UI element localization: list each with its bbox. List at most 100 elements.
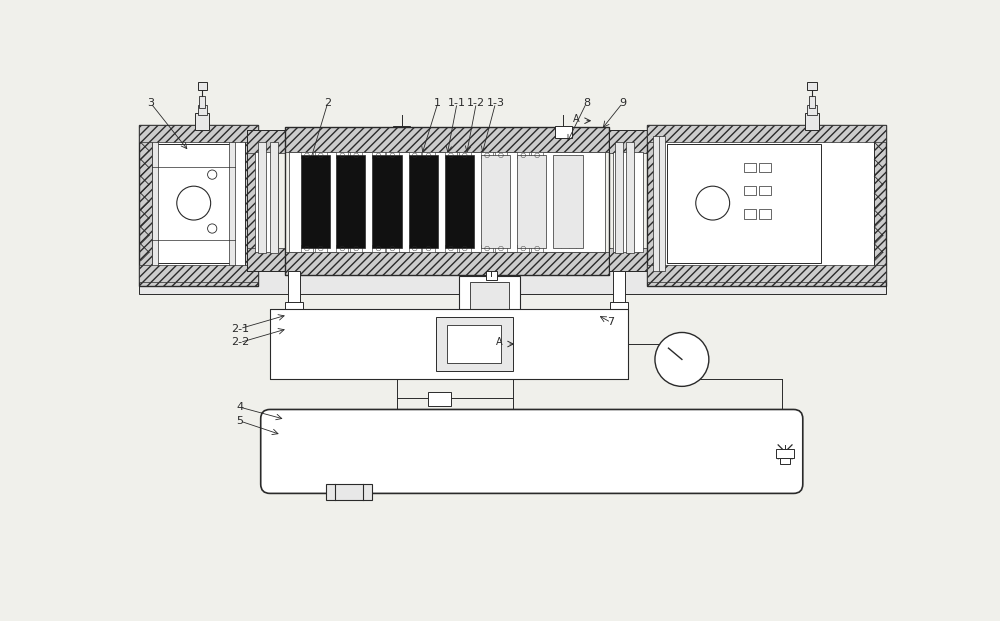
Bar [659, 136, 665, 271]
Bar [422, 245, 435, 252]
Bar [285, 252, 609, 274]
Bar [229, 136, 235, 271]
Bar [517, 245, 529, 252]
Bar [647, 266, 886, 283]
Bar [336, 152, 348, 158]
Bar [336, 245, 348, 252]
Bar [744, 163, 756, 172]
Bar [805, 113, 819, 130]
Bar [445, 152, 457, 158]
Bar [647, 125, 886, 286]
Bar [270, 309, 628, 379]
Text: 1: 1 [434, 98, 441, 108]
Bar [481, 152, 493, 158]
Bar [555, 126, 572, 138]
Bar [486, 271, 497, 280]
Bar [289, 152, 605, 252]
Bar [247, 130, 285, 271]
Bar [386, 245, 399, 252]
Bar [139, 266, 258, 283]
Bar [531, 152, 543, 158]
Bar [609, 130, 647, 153]
FancyBboxPatch shape [261, 409, 803, 494]
Bar [139, 125, 258, 142]
Bar [531, 245, 543, 252]
Bar [152, 136, 245, 271]
Circle shape [655, 332, 709, 386]
Bar [372, 152, 385, 158]
Bar [609, 248, 647, 271]
Bar [422, 152, 435, 158]
Bar [613, 152, 643, 252]
Bar [647, 125, 886, 286]
Text: 7: 7 [607, 317, 615, 327]
Bar [139, 271, 886, 294]
Bar [285, 127, 609, 274]
Bar [247, 130, 285, 153]
Bar [481, 155, 510, 248]
Bar [807, 82, 817, 90]
Bar [350, 245, 362, 252]
Bar [759, 209, 771, 219]
Bar [447, 325, 501, 363]
Bar [198, 82, 207, 90]
Bar [255, 152, 278, 252]
Bar [780, 458, 790, 464]
Text: 8: 8 [583, 98, 590, 108]
Bar [301, 155, 330, 248]
Text: 2-2: 2-2 [231, 337, 249, 348]
Bar [459, 276, 520, 319]
Bar [659, 136, 874, 271]
Bar [445, 245, 457, 252]
Bar [139, 125, 258, 286]
Bar [409, 152, 421, 158]
Bar [809, 96, 815, 107]
Text: 5: 5 [236, 416, 243, 426]
Bar [553, 155, 583, 248]
Bar [199, 96, 205, 107]
Bar [445, 155, 474, 248]
Bar [247, 248, 285, 271]
Bar [195, 113, 209, 130]
Bar [285, 302, 303, 312]
Text: 2: 2 [324, 98, 331, 108]
Bar [285, 127, 609, 152]
Bar [759, 186, 771, 196]
Bar [495, 152, 507, 158]
Bar [315, 152, 327, 158]
Bar [139, 125, 258, 286]
Bar [613, 271, 625, 309]
Bar [372, 155, 402, 248]
Bar [409, 155, 438, 248]
Bar [653, 136, 660, 271]
Bar [744, 209, 756, 219]
Bar [459, 245, 471, 252]
Bar [481, 245, 493, 252]
Bar [776, 449, 794, 458]
Bar [386, 152, 399, 158]
Bar [393, 126, 410, 138]
Bar [610, 302, 628, 312]
Bar [615, 142, 623, 253]
Bar [288, 271, 300, 309]
Bar [350, 152, 362, 158]
Bar [666, 144, 820, 263]
Text: 3: 3 [147, 98, 154, 108]
Bar [336, 155, 365, 248]
Bar [495, 245, 507, 252]
Bar [157, 144, 230, 263]
Bar [626, 142, 634, 253]
Text: A: A [573, 114, 580, 124]
Text: 2-1: 2-1 [231, 324, 249, 333]
Bar [409, 245, 421, 252]
Bar [152, 136, 158, 271]
Bar [744, 186, 756, 196]
Text: 1-2: 1-2 [467, 98, 485, 108]
Bar [517, 152, 529, 158]
Bar [459, 152, 471, 158]
Text: 4: 4 [236, 402, 243, 412]
Bar [470, 283, 509, 312]
Bar [609, 130, 647, 271]
Bar [517, 155, 546, 248]
Text: 1-1: 1-1 [448, 98, 466, 108]
